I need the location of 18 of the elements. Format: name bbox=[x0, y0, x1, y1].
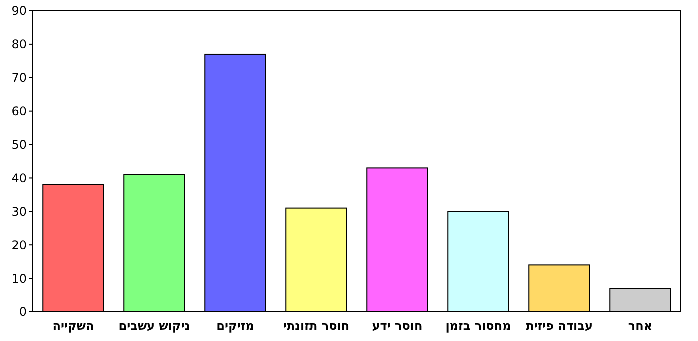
y-tick-label: 60 bbox=[12, 104, 27, 119]
y-tick-label: 40 bbox=[12, 171, 27, 186]
y-tick-label: 80 bbox=[12, 38, 27, 52]
x-tick-label: אחר bbox=[628, 319, 653, 333]
y-tick-label: 50 bbox=[12, 138, 27, 152]
y-tick-label: 90 bbox=[12, 4, 27, 18]
y-tick-label: 30 bbox=[12, 204, 27, 219]
y-tick-label: 0 bbox=[19, 305, 27, 320]
y-tick-label: 70 bbox=[12, 71, 27, 86]
x-tick-label: מזיקים bbox=[216, 319, 254, 333]
x-tick-label: השקייה bbox=[52, 319, 94, 333]
y-tick-label: 20 bbox=[12, 238, 27, 252]
x-tick-label: חוסר ידע bbox=[372, 319, 423, 333]
x-tick-label: חוסר תזונתי bbox=[283, 319, 350, 333]
x-tick-label: מחסור בזמן bbox=[446, 319, 512, 333]
x-tick-label: עבודה פיזית bbox=[526, 319, 593, 333]
y-tick-label: 10 bbox=[12, 272, 27, 286]
x-tick-label: ניקוש עשבים bbox=[118, 319, 190, 333]
